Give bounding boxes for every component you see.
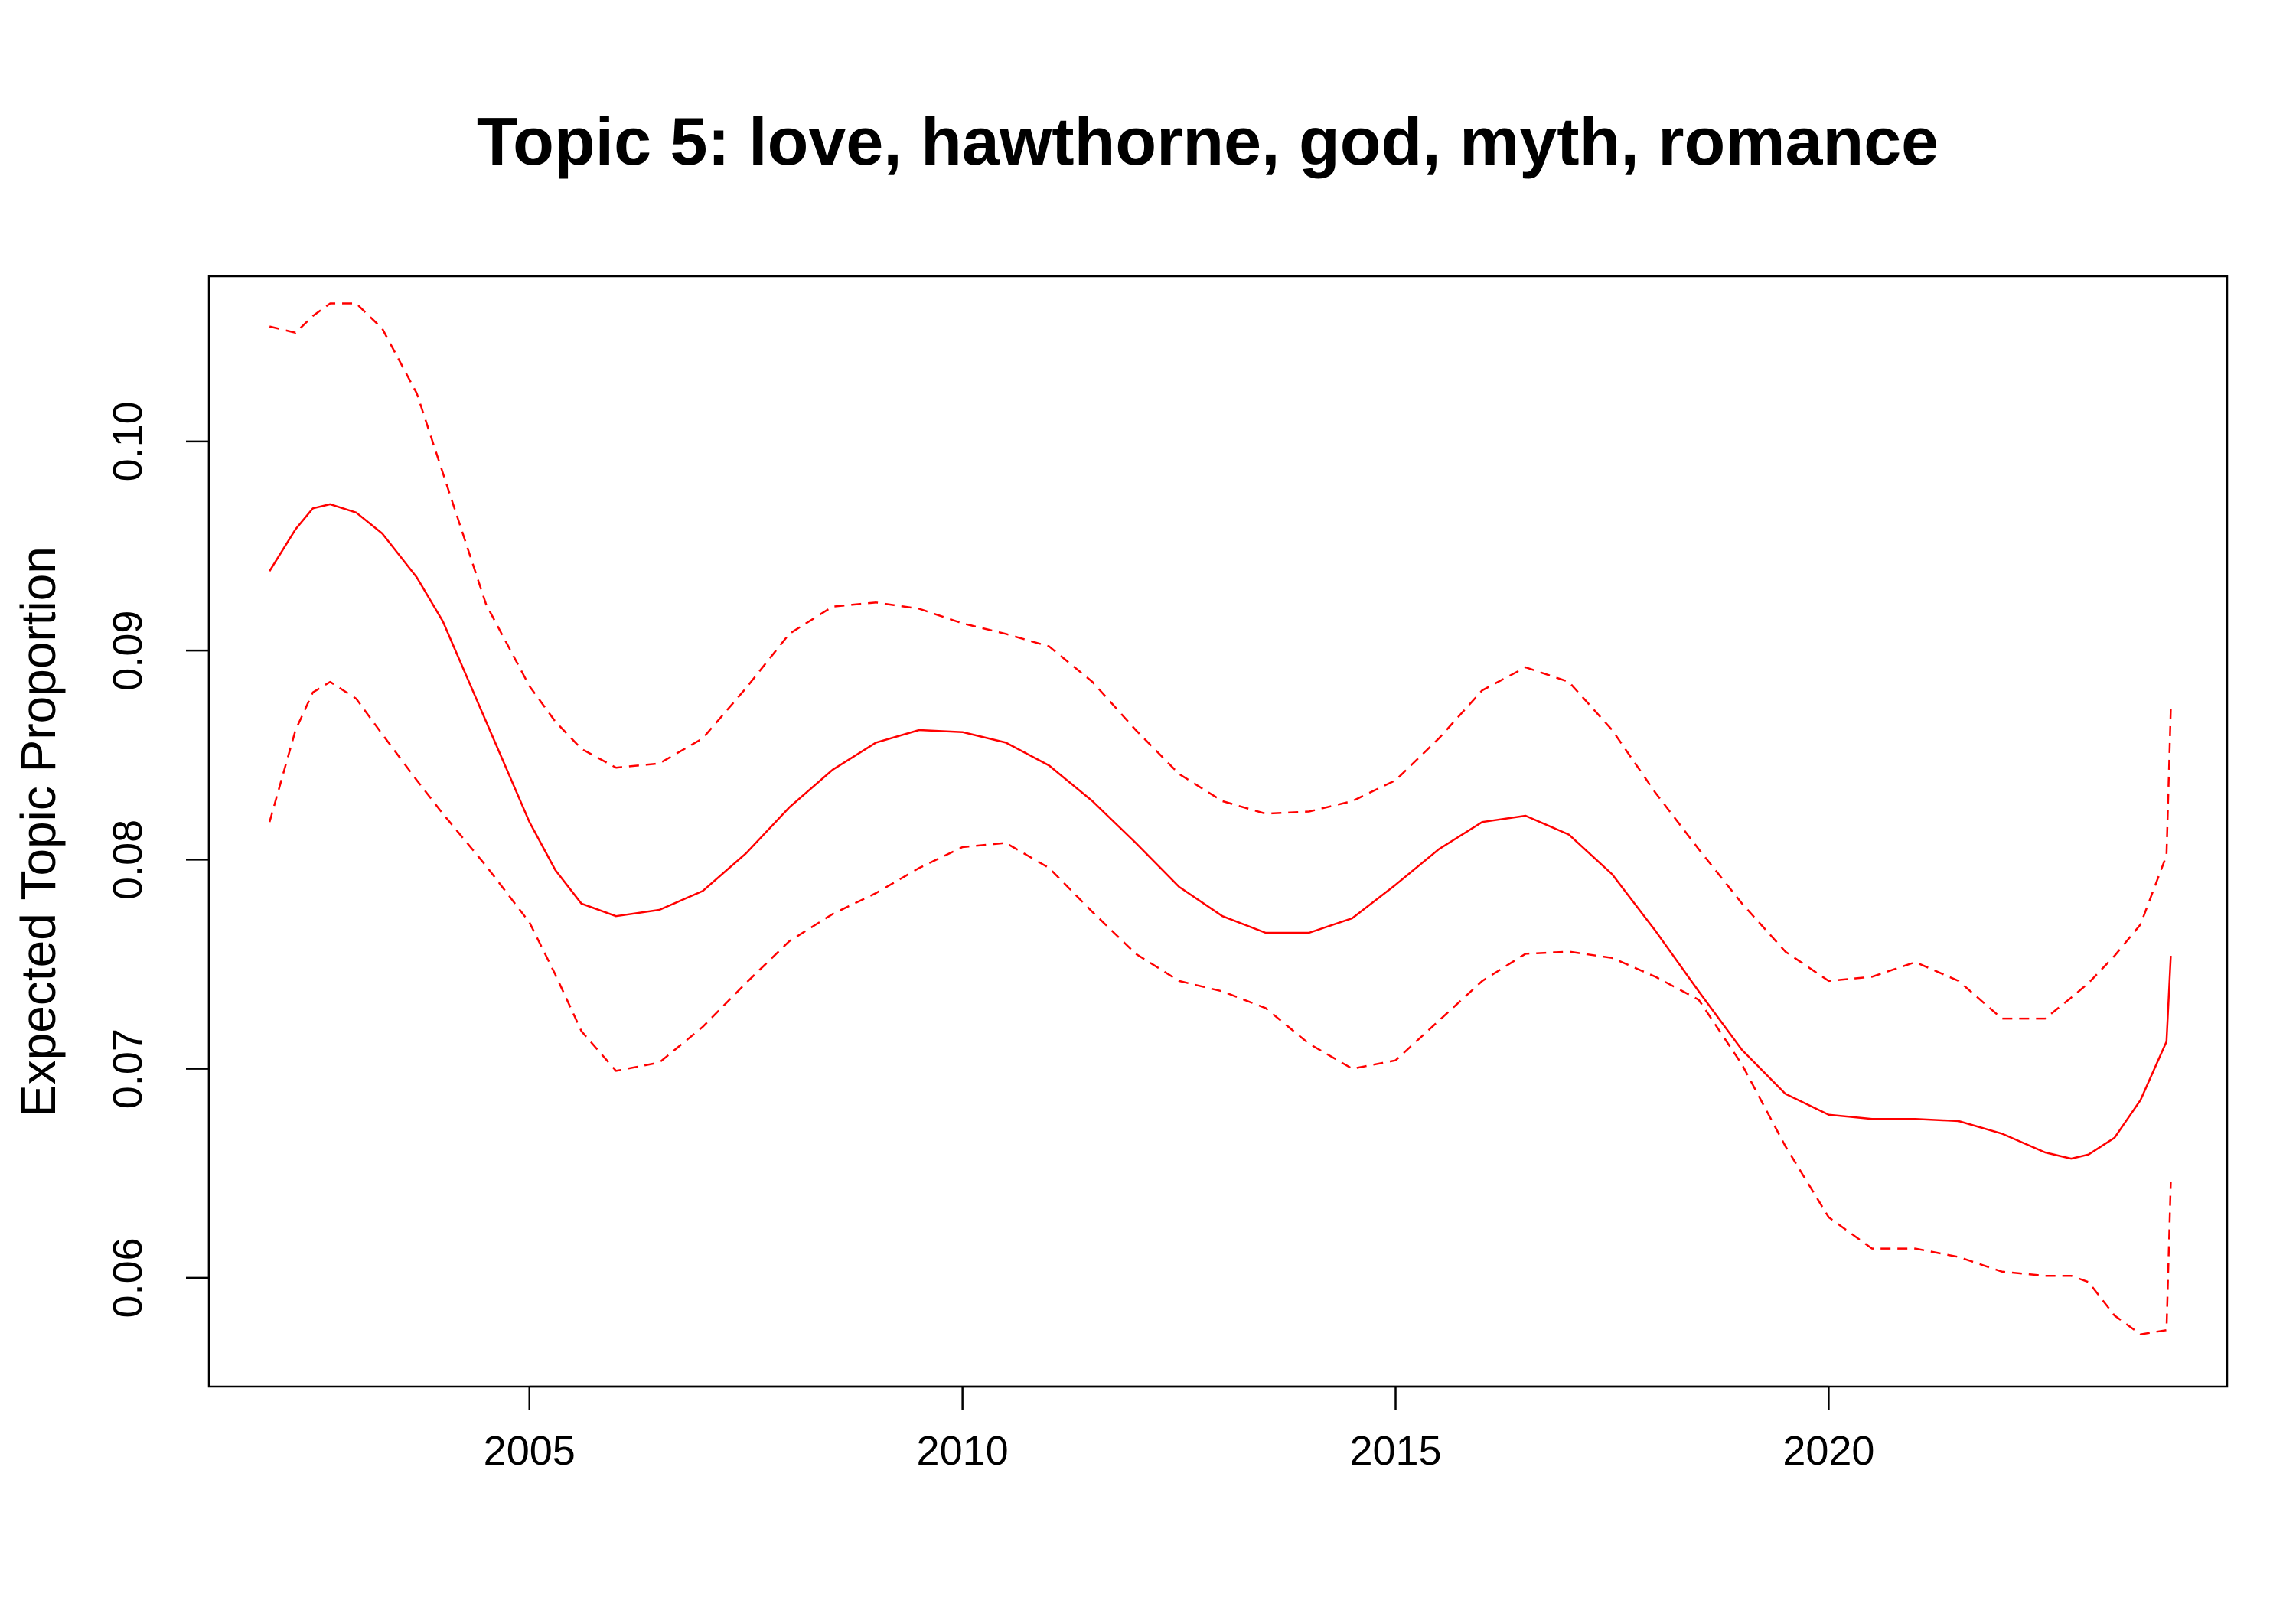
- plot-frame: [207, 275, 2229, 1388]
- y-tick-label-0-10: 0.10: [105, 401, 151, 481]
- y-axis: 0.06 0.07 0.08 0.09 0.10: [105, 401, 210, 1318]
- lower-bound-line: [268, 680, 2172, 1335]
- y-tick-label-0-06: 0.06: [105, 1237, 151, 1318]
- x-tick-label-2020: 2020: [1782, 1428, 1874, 1474]
- y-tick-label-0-08: 0.08: [105, 820, 151, 900]
- chart-title: Topic 5: love, hawthorne, god, myth, rom…: [477, 103, 1939, 179]
- y-tick-label-0-07: 0.07: [105, 1028, 151, 1109]
- x-tick-label-2010: 2010: [917, 1428, 1009, 1474]
- upper-bound-line: [269, 302, 2172, 1020]
- estimate-line: [269, 503, 2172, 1160]
- x-axis: 2005 2010 2015 2020: [484, 1385, 1874, 1474]
- y-tick-label-0-09: 0.09: [105, 611, 151, 691]
- x-tick-label-2005: 2005: [484, 1428, 576, 1474]
- series-layer: [268, 302, 2172, 1335]
- y-axis-label: Expected Topic Proportion: [11, 546, 66, 1117]
- x-tick-label-2015: 2015: [1349, 1428, 1441, 1474]
